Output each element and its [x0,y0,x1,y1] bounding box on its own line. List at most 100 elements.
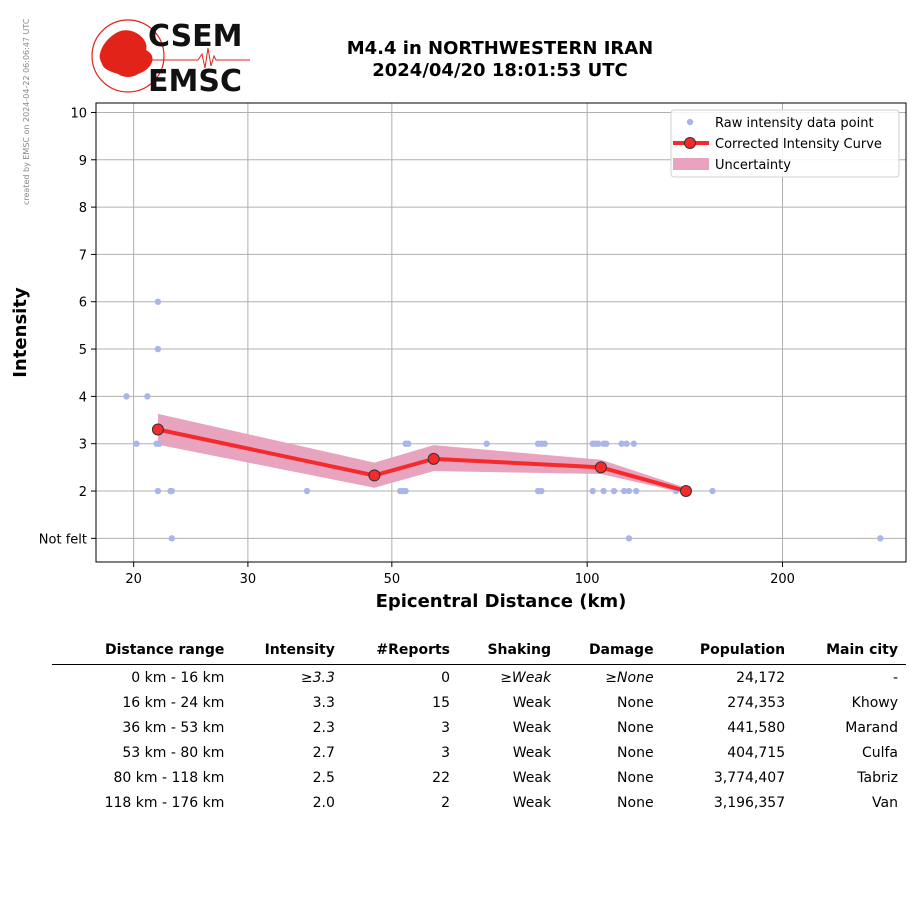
table-cell: 3.3 [312,695,335,711]
raw-intensity-point [144,393,151,400]
legend-curve-marker [684,137,696,149]
raw-intensity-point [603,440,610,447]
raw-intensity-point [168,487,175,495]
raw-intensity-point [595,440,602,447]
legend-band-swatch [673,158,709,170]
y-tick-label: 5 [79,343,87,358]
table-cell: 22 [432,770,450,786]
raw-intensity-point [630,440,638,447]
table-header-cell: Damage [559,640,662,665]
raw-intensity-point [123,393,130,400]
plot-frame [95,102,907,563]
table-cell: Weak [512,795,552,811]
table-cell: Weak [512,745,552,761]
y-tick-label: 9 [79,154,87,169]
table-cell: 16 km - 24 km [122,695,225,711]
chart-title: M4.4 in NORTHWESTERN IRAN 2024/04/20 18:… [300,38,700,82]
table-cell: ≥Weak [500,670,552,686]
europe-map-shape [99,30,153,77]
table-cell: Tabriz [857,770,898,786]
raw-intensity-point [402,487,409,495]
raw-intensity-point [709,487,716,495]
table-cell: 80 km - 118 km [113,770,225,786]
table-cell: 2.3 [312,720,335,736]
x-tick-label: 50 [384,572,401,587]
raw-intensity-point [610,487,618,495]
curve-marker [368,469,381,482]
y-tick-label: 8 [79,201,87,216]
table-cell: 118 km - 176 km [104,795,225,811]
intensity-distance-chart: 20 30 50 100 200 Not felt 2 3 4 5 6 7 8 9 10 Epicentral… [10,102,907,612]
y-tick-label: Not felt [39,532,87,547]
table-cell: None [617,720,654,736]
table-cell: 404,715 [727,745,786,761]
table-cell: ≥3.3 [300,670,335,686]
uncertainty-band [157,413,686,494]
table-header-cell: #Reports [342,640,458,665]
table-cell: 2.7 [312,745,335,761]
y-tick-label: 3 [79,438,87,453]
table-cell: 2.5 [312,770,335,786]
table-header-cell: Shaking [458,640,560,665]
table-cell: 15 [432,695,450,711]
table-cell: Weak [512,695,552,711]
raw-intensity-point [303,487,311,495]
legend-entry: Raw intensity data point [715,116,874,131]
table-row: 80 km - 118 km 2.5 22 Weak None 3,774,407 Tabr… [52,765,906,790]
raw-intensity-point [133,440,140,447]
raw-intensity-point [405,440,412,447]
table-cell: 2.0 [312,795,335,811]
seismogram-line [148,47,250,69]
curve-marker [427,452,440,465]
table-cell: 53 km - 80 km [122,745,225,761]
table-row: 36 km - 53 km 2.3 3 Weak None 441,580 Marand [52,715,906,740]
raw-intensity-point [877,535,884,542]
table-cell: 3 [441,745,450,761]
x-tick-label: 30 [240,572,257,587]
raw-intensity-point [538,487,545,495]
y-axis-label: Intensity [10,287,31,378]
table-cell: ≥None [605,670,654,686]
table-cell: - [892,670,898,686]
table-cell: 36 km - 53 km [122,720,225,736]
raw-intensity-point [589,487,596,495]
emsc-logo: CSEM EMSC [91,19,250,96]
raw-intensity-point [620,487,628,495]
table-row: 53 km - 80 km 2.7 3 Weak None 404,715 Culfa [52,740,906,765]
x-tick-label: 100 [575,572,600,587]
y-tick-label: 7 [79,248,87,263]
table-cell: None [617,745,654,761]
raw-intensity-point [154,298,162,305]
table-cell: 2 [441,795,450,811]
legend-raw-marker [686,118,694,126]
raw-intensity-point [168,535,175,542]
y-tick-label: 2 [79,485,87,500]
raw-intensity-point [625,535,633,542]
table-row: 0 km - 16 km ≥3.3 0 ≥Weak ≥None 24,172 - [52,665,906,691]
title-event: M4.4 in NORTHWESTERN IRAN [346,38,654,59]
table-cell: 3,196,357 [713,795,786,811]
raw-intensity-point [625,487,633,495]
curve-marker [679,485,692,498]
table-cell: 24,172 [736,670,786,686]
raw-intensity-point [623,440,630,447]
table-cell: 441,580 [727,720,786,736]
intensity-summary-table: Distance range Intensity #Reports Shaking Da… [52,640,906,815]
legend-entry: Uncertainty [715,158,791,173]
raw-intensity-point [541,440,548,447]
table-cell: 0 [441,670,450,686]
table-cell: Weak [512,770,552,786]
y-tick-label: 4 [79,390,87,405]
table-cell: 3 [441,720,450,736]
table-cell: None [617,795,654,811]
x-tick-label: 200 [770,572,795,587]
raw-intensity-point [154,345,162,353]
curve-marker [594,461,607,474]
table-row: 118 km - 176 km 2.0 2 Weak None 3,196,357 Van [52,790,906,815]
table-header-cell: Intensity [232,640,343,665]
table-cell: None [617,695,654,711]
table-cell: 0 km - 16 km [131,670,225,686]
table-row: 16 km - 24 km 3.3 15 Weak None 274,353 Khowy [52,690,906,715]
table-cell: 3,774,407 [713,770,786,786]
table-body: 0 km - 16 km ≥3.3 0 ≥Weak ≥None 24,172 - 16 km … [52,665,906,816]
